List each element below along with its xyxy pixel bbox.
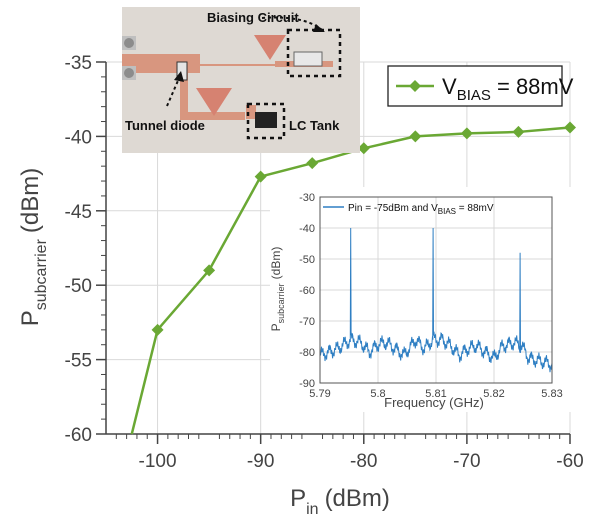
main-x-tick-label: -80 [350, 451, 377, 472]
biasing-arrowhead-icon [313, 24, 325, 32]
inset-x-tick-label: 5.81 [425, 388, 446, 400]
copper-fan-stub-top [254, 35, 286, 60]
main-y-tick-label: -60 [65, 425, 92, 446]
inset-x-tick-label: 5.83 [541, 388, 562, 400]
lc-tank-component-icon [255, 112, 277, 128]
lc-tank-label: LC Tank [289, 118, 340, 133]
inset-y-tick-label: -30 [299, 192, 315, 204]
inset-chart: 5.79 5.8 5.81 5.82 5.83 -30 -40 -50 -60 -70 -80 -90… [269, 187, 584, 412]
copper-trace-top [122, 54, 275, 73]
main-chart: -100 -90 -80 -70 -60 -35 -40 -45 -50 -55 -60 Pin (d… [17, 53, 584, 518]
inset-y-axis-title: Psubcarrier(dBm) [269, 247, 286, 332]
inset-y-tick-label: -50 [299, 254, 315, 266]
main-ticks: -100 -90 -80 -70 -60 -35 -40 -45 -50 -55 -60 [65, 53, 584, 472]
main-series-line [130, 126, 571, 435]
main-y-tick-label: -50 [65, 276, 92, 297]
inset-axes [319, 196, 553, 384]
main-data-point [357, 142, 370, 155]
biasing-arrow-icon [261, 16, 323, 31]
inset-y-tick-label: -70 [299, 316, 315, 328]
main-series [130, 121, 576, 435]
main-data-point [512, 125, 525, 138]
inset-series [319, 227, 553, 373]
inset-x-axis-title: Frequency (GHz) [384, 395, 484, 410]
main-data-point [254, 170, 267, 183]
inset-background [270, 187, 584, 412]
inset-ticks: 5.79 5.8 5.81 5.82 5.83 -30 -40 -50 -60 -70 -80 -90 [299, 192, 563, 400]
main-x-tick-label: -100 [139, 451, 177, 472]
main-axes [105, 62, 570, 435]
inset-x-tick-label: 5.8 [370, 388, 385, 400]
main-legend-marker [409, 80, 421, 92]
inset-legend-label: Pin = -75dBm and VBIAS = 88mV [348, 203, 494, 216]
main-data-point [460, 127, 473, 140]
main-y-tick-label: -45 [65, 202, 92, 223]
main-legend-box [387, 65, 563, 107]
biasing-circuit-label: Biasing Circuit [207, 10, 299, 25]
main-data-point [564, 121, 576, 134]
inset-y-tick-label: -90 [299, 378, 315, 390]
main-data-point [203, 264, 216, 277]
inset-y-tick-label: -60 [299, 285, 315, 297]
tunnel-diode-label: Tunnel diode [125, 118, 205, 133]
tunnel-diode-arrowhead-icon [174, 71, 184, 82]
main-x-tick-label: -90 [247, 451, 274, 472]
main-data-point [306, 157, 319, 170]
sma-connector-icon [122, 36, 136, 80]
inset-x-tick-label: 5.82 [483, 388, 504, 400]
main-y-tick-label: -55 [65, 351, 92, 372]
main-data-point [409, 130, 422, 143]
inset-spectrum-line [319, 227, 553, 373]
main-y-tick-label: -40 [65, 127, 92, 148]
main-x-axis-title: Pin (dBm) [290, 485, 390, 518]
inset-y-tick-label: -80 [299, 347, 315, 359]
lc-tank-highlight [246, 102, 286, 140]
main-legend-label: VBIAS = 88mV [442, 74, 574, 104]
main-y-axis-title: Psubcarrier(dBm) [17, 168, 50, 327]
copper-pad-lc [246, 105, 256, 119]
inset-x-tick-label: 5.79 [309, 388, 330, 400]
inset-legend: Pin = -75dBm and VBIAS = 88mV [323, 203, 494, 216]
main-y-tick-label: -35 [65, 53, 92, 74]
main-x-tick-label: -60 [556, 451, 583, 472]
copper-fan-stub-bottom [196, 88, 232, 116]
biasing-circuit-component-icon [293, 51, 323, 67]
main-legend: VBIAS = 88mV [387, 65, 574, 107]
main-x-tick-label: -70 [453, 451, 480, 472]
main-data-point [151, 323, 164, 336]
photo-inset: Biasing Circuit Tunnel diode LC Tank [122, 7, 360, 153]
inset-y-tick-label: -40 [299, 223, 315, 235]
inset-plot-frame [319, 196, 553, 384]
